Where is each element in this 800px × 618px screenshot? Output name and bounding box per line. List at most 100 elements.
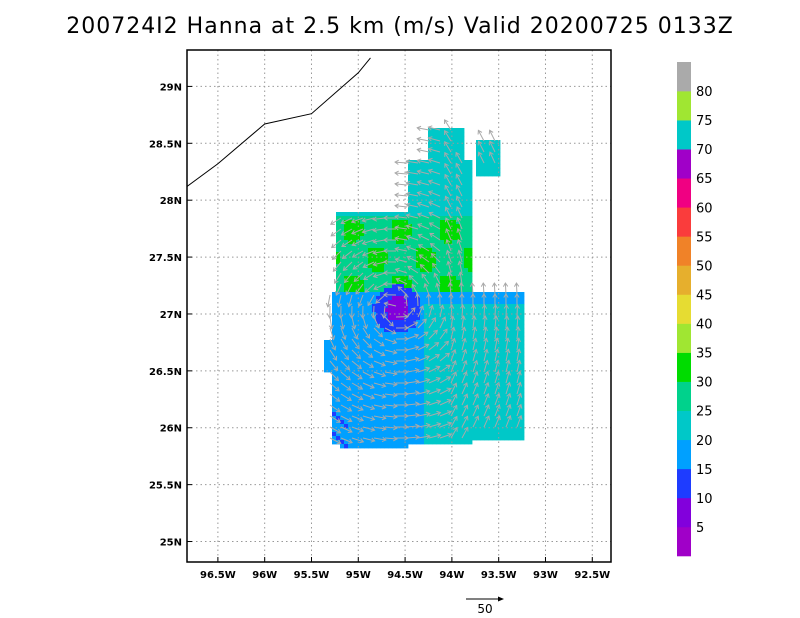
field-cell [468, 236, 473, 241]
field-cell [440, 408, 445, 413]
field-cell [344, 260, 349, 265]
field-cell [348, 224, 353, 229]
wind-vector-head [345, 290, 351, 296]
field-cell [472, 380, 477, 385]
field-cell [360, 404, 365, 409]
field-cell [488, 292, 493, 297]
field-cell [456, 348, 461, 353]
field-cell [372, 264, 377, 269]
field-cell [336, 224, 341, 229]
wind-vector-head [488, 151, 494, 157]
field-cell [368, 248, 373, 253]
field-cell [332, 376, 337, 381]
field-cell [472, 300, 477, 305]
field-cell [416, 304, 421, 309]
field-cell [372, 280, 377, 285]
field-cell [408, 308, 413, 313]
field-cell [392, 320, 397, 325]
field-cell [404, 308, 409, 313]
wind-vector-head [446, 387, 452, 393]
wind-vector-head [457, 260, 463, 266]
wind-vector [455, 152, 463, 164]
field-cell [448, 228, 453, 233]
field-cell [436, 344, 441, 349]
field-cell [432, 340, 437, 345]
wind-vector [373, 272, 386, 278]
field-cell [344, 440, 349, 445]
field-cell [520, 396, 525, 401]
colorbar-swatch [677, 497, 691, 528]
wind-vector [419, 254, 430, 263]
wind-vector [494, 349, 499, 362]
field-cell [352, 276, 357, 281]
wind-vector-head [332, 267, 338, 272]
field-cell [364, 292, 369, 297]
field-cell [396, 352, 401, 357]
wind-vector-head [427, 179, 433, 185]
field-cell [368, 340, 373, 345]
field-cell [348, 272, 353, 277]
field-cell [340, 412, 345, 417]
wind-vector [330, 217, 342, 225]
field-cell [384, 332, 389, 337]
field-cell [356, 248, 361, 253]
field-cell [344, 388, 349, 393]
field-cell [436, 176, 441, 181]
field-cell [428, 384, 433, 389]
wind-vector-head [414, 367, 420, 374]
field-cell [516, 324, 521, 329]
wind-vector-head [430, 252, 436, 258]
field-cell [492, 432, 497, 437]
field-cell [520, 428, 525, 433]
field-cell [480, 392, 485, 397]
field-cell [512, 332, 517, 337]
field-cell [456, 256, 461, 261]
field-cell [500, 384, 505, 389]
field-cell [444, 256, 449, 261]
field-cell [420, 328, 425, 333]
field-cell [444, 320, 449, 325]
field-cell [376, 224, 381, 229]
field-cell [464, 304, 469, 309]
field-cell [368, 404, 373, 409]
field-cell [408, 204, 413, 209]
wind-vector [505, 316, 508, 329]
field-cell [412, 376, 417, 381]
wind-vector [345, 283, 353, 295]
field-cell [480, 432, 485, 437]
field-cell [356, 412, 361, 417]
colorbar-label: 80 [696, 85, 713, 100]
field-cell [400, 356, 405, 361]
field-cell [336, 400, 341, 405]
wind-vector [505, 371, 510, 384]
colorbar-swatch [677, 381, 691, 412]
field-cell [388, 352, 393, 357]
field-cell [440, 132, 445, 137]
field-cell [404, 332, 409, 337]
field-cell [340, 312, 345, 317]
field-cell [420, 364, 425, 369]
field-cell [428, 176, 433, 181]
wind-vector [472, 349, 477, 362]
wind-vector-head [451, 337, 457, 343]
field-cell [360, 348, 365, 353]
wind-vector [461, 338, 466, 351]
field-cell [372, 380, 377, 385]
field-cell [436, 200, 441, 205]
field-cell [480, 140, 485, 145]
field-cell [360, 444, 365, 449]
field-cell [352, 352, 357, 357]
wind-vector-head [392, 339, 398, 345]
wind-vector [362, 360, 374, 368]
field-cell [452, 260, 457, 265]
field-cell [380, 304, 385, 309]
wind-vector-head [504, 337, 511, 343]
field-cell [372, 276, 377, 281]
field-cell [428, 152, 433, 157]
field-cell [416, 372, 421, 377]
wind-vector-head [353, 334, 359, 340]
field-cell [496, 168, 501, 173]
wind-vector [456, 195, 463, 208]
wind-vector-head [469, 282, 475, 287]
field-cell [468, 408, 473, 413]
